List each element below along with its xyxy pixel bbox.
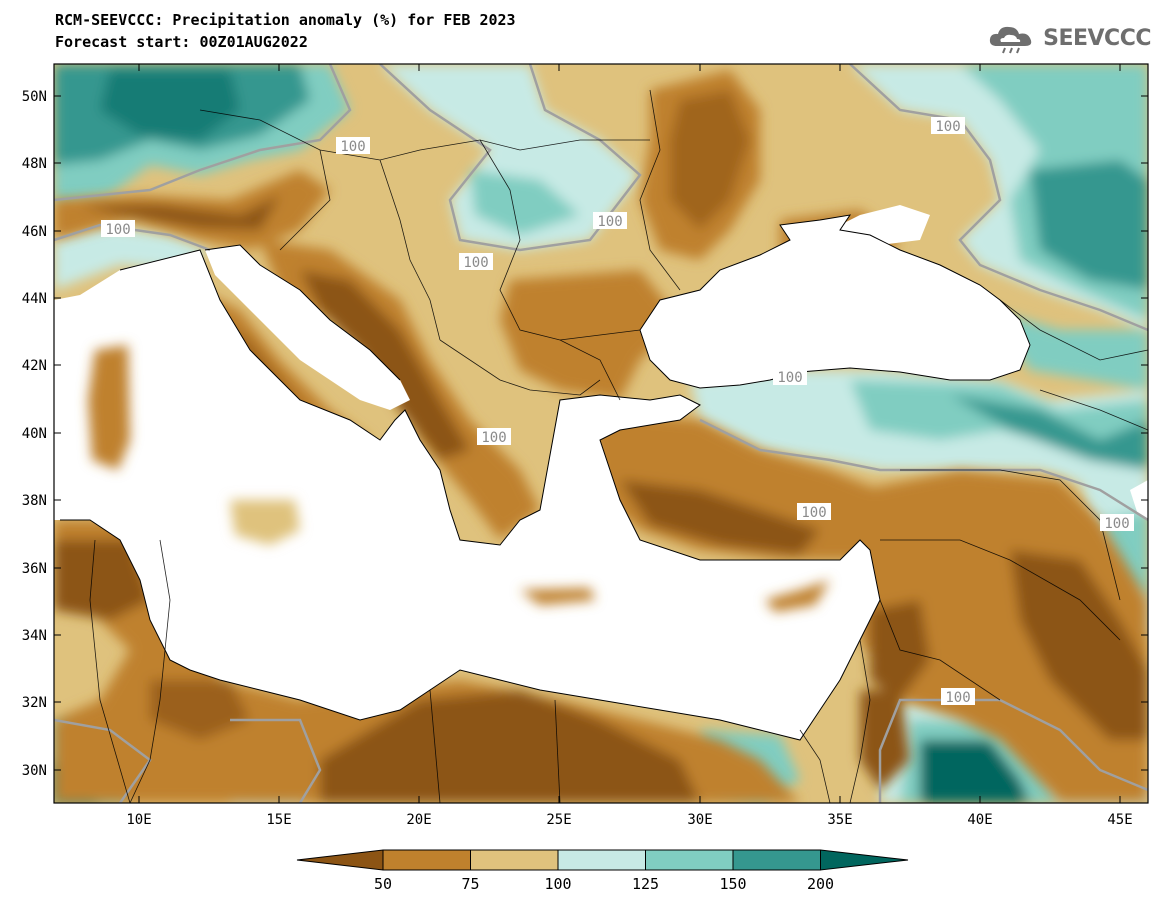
colorbar-tick-label: 50 (374, 875, 392, 893)
colorbar-bin (557, 849, 646, 871)
contour-label: 100 (105, 222, 130, 238)
longitude-axis: 10E 15E 20E 25E 30E 35E 40E 45E (126, 64, 1133, 828)
wet-zone-carpathians (380, 64, 640, 250)
lat-label: 34N (22, 628, 47, 644)
colorbar-bin (645, 849, 734, 871)
latitude-axis: 50N 48N 46N 44N 42N 40N 38N 36N 34N 32N … (22, 89, 1148, 779)
colorbar-tick-label: 150 (719, 875, 746, 893)
contour-label: 100 (935, 119, 960, 135)
contour-label: 100 (340, 139, 365, 155)
seas (54, 205, 1148, 740)
contour-labels: 100 100 100 100 100 100 100 100 100 100 (101, 117, 1134, 706)
contour-label: 100 (481, 430, 506, 446)
lon-label: 10E (126, 812, 151, 828)
lon-label: 20E (406, 812, 431, 828)
lat-label: 32N (22, 695, 47, 711)
lat-label: 30N (22, 763, 47, 779)
lon-label: 40E (967, 812, 992, 828)
caspian-sea-edge (1130, 480, 1148, 520)
lon-label: 45E (1107, 812, 1132, 828)
title-line-1: RCM-SEEVCCC: Precipitation anomaly (%) f… (55, 11, 516, 29)
logo-text: SEEVCCC (1043, 25, 1151, 51)
lat-label: 40N (22, 426, 47, 442)
cloud-rain-icon (990, 26, 1032, 54)
anomaly-field: 100 100 100 100 100 100 100 100 100 100 (54, 64, 1148, 803)
colorbar-bin (470, 849, 559, 871)
lat-label: 48N (22, 156, 47, 172)
dry-zone-romania-bulgaria (500, 270, 680, 400)
contour-label: 100 (463, 255, 488, 271)
colorbar-tick-label: 100 (544, 875, 571, 893)
colorbar-tick-label: 125 (632, 875, 659, 893)
lon-label: 25E (546, 812, 571, 828)
colorbar-tick-label: 75 (461, 875, 479, 893)
coastlines (60, 214, 1031, 741)
azov-sea (830, 205, 930, 245)
wet-zone-western-alps (54, 225, 210, 290)
contour-label: 100 (777, 370, 802, 386)
contour-label: 100 (1104, 516, 1129, 532)
lat-label: 44N (22, 291, 47, 307)
colorbar-tick-label: 200 (807, 875, 834, 893)
lat-label: 38N (22, 493, 47, 509)
mediterranean-sea (54, 250, 880, 740)
title-line-2: Forecast start: 00Z01AUG2022 (55, 33, 308, 51)
contour-label: 100 (945, 690, 970, 706)
colorbar: 50 75 100 125 150 200 (296, 849, 909, 893)
black-sea (640, 215, 1030, 388)
country-borders (89, 89, 1148, 803)
lat-label: 42N (22, 358, 47, 374)
colorbar-bin (732, 849, 821, 871)
lat-label: 36N (22, 561, 47, 577)
adriatic-sea (205, 245, 410, 410)
wet-zone-caucasus (990, 310, 1148, 390)
dry-zone-levant-syria (860, 470, 1148, 803)
colorbar-bin (820, 849, 909, 871)
lon-label: 30E (687, 812, 712, 828)
islands (88, 345, 830, 612)
seevccc-logo: SEEVCCC (987, 22, 1151, 54)
contour-label: 100 (801, 505, 826, 521)
lon-label: 35E (827, 812, 852, 828)
colorbar-bin (382, 849, 471, 871)
colorbar-bin (296, 849, 384, 871)
lat-label: 46N (22, 224, 47, 240)
lon-label: 15E (266, 812, 291, 828)
contour-label: 100 (597, 214, 622, 230)
lat-label: 50N (22, 89, 47, 105)
